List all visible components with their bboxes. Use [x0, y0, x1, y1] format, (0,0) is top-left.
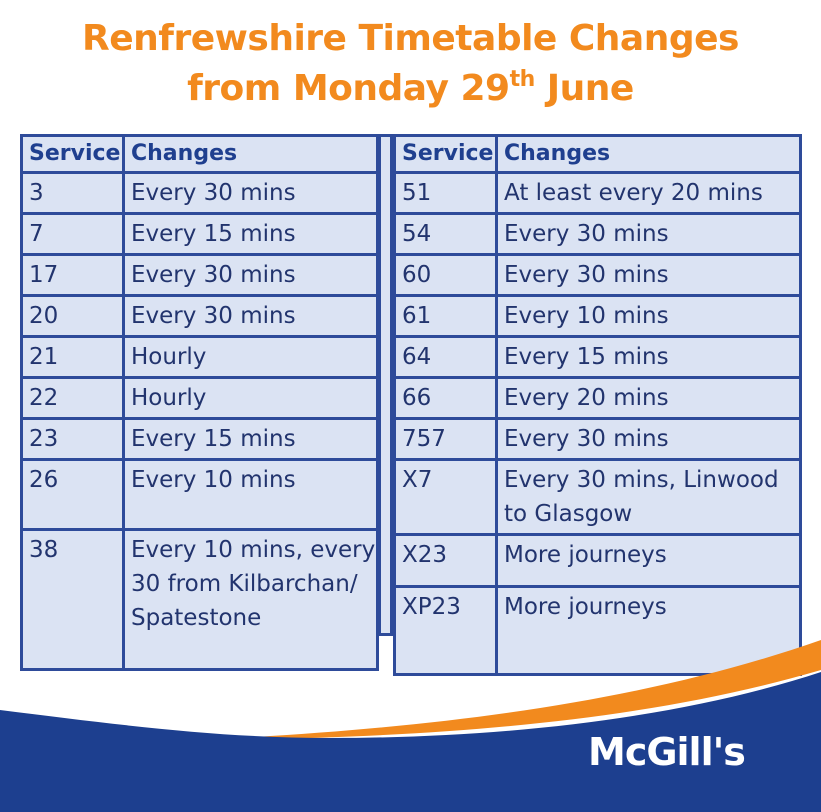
service-number: 17: [20, 253, 125, 297]
title-line-2-month: June: [534, 68, 635, 109]
title-line-2-main: from Monday 29: [187, 68, 510, 109]
service-change: Every 15 mins: [495, 335, 802, 379]
service-change: Every 10 mins: [122, 458, 379, 531]
table-row: 3 Every 30 mins: [20, 171, 379, 215]
timetable-right: Service Changes 51 At least every 20 mins…: [393, 134, 802, 676]
service-number: 64: [393, 335, 498, 379]
service-change: Every 30 mins: [122, 171, 379, 215]
service-number: 20: [20, 294, 125, 338]
orange-swoosh: [200, 640, 821, 740]
service-number: 23: [20, 417, 125, 461]
service-change: More journeys: [495, 533, 802, 588]
table-row: X23 More journeys: [393, 533, 802, 588]
service-change: Every 30 mins: [495, 212, 802, 256]
table-row: 21 Hourly: [20, 335, 379, 379]
service-number: 7: [20, 212, 125, 256]
table-row: 60 Every 30 mins: [393, 253, 802, 297]
table-header-row: Service Changes: [393, 134, 802, 174]
table-row: 51 At least every 20 mins: [393, 171, 802, 215]
service-number: 66: [393, 376, 498, 420]
service-change: More journeys: [495, 585, 802, 676]
service-change: Every 10 mins, every 30 from Kilbarchan/…: [122, 528, 379, 671]
table-divider: [378, 134, 393, 636]
service-number: 61: [393, 294, 498, 338]
table-row: 26 Every 10 mins: [20, 458, 379, 531]
table-header-row: Service Changes: [20, 134, 379, 174]
table-row: 66 Every 20 mins: [393, 376, 802, 420]
service-change: At least every 20 mins: [495, 171, 802, 215]
mcgills-logo: McGill's: [588, 730, 746, 774]
service-change: Every 30 mins, Linwood to Glasgow: [495, 458, 802, 536]
service-change: Every 10 mins: [495, 294, 802, 338]
table-row: 23 Every 15 mins: [20, 417, 379, 461]
table-row: 7 Every 15 mins: [20, 212, 379, 256]
table-row: 61 Every 10 mins: [393, 294, 802, 338]
page-title: Renfrewshire Timetable Changes from Mond…: [0, 14, 821, 114]
title-line-1: Renfrewshire Timetable Changes: [82, 18, 739, 59]
service-number: 51: [393, 171, 498, 215]
service-header: Service: [20, 134, 125, 174]
title-line-2: from Monday 29th June: [0, 64, 821, 114]
service-number: XP23: [393, 585, 498, 676]
service-change: Every 20 mins: [495, 376, 802, 420]
service-number: 21: [20, 335, 125, 379]
service-change: Every 30 mins: [495, 417, 802, 461]
changes-header: Changes: [122, 134, 379, 174]
table-row: 38 Every 10 mins, every 30 from Kilbarcha…: [20, 528, 379, 671]
service-change: Every 30 mins: [122, 294, 379, 338]
logo-text: McGill's: [588, 730, 746, 774]
table-row: 22 Hourly: [20, 376, 379, 420]
swoosh-banner: [0, 640, 821, 812]
service-number: 26: [20, 458, 125, 531]
service-change: Every 15 mins: [122, 212, 379, 256]
service-number: X7: [393, 458, 498, 536]
service-change: Hourly: [122, 376, 379, 420]
table-row: 17 Every 30 mins: [20, 253, 379, 297]
service-number: 757: [393, 417, 498, 461]
table-row: X7 Every 30 mins, Linwood to Glasgow: [393, 458, 802, 536]
table-row: 64 Every 15 mins: [393, 335, 802, 379]
service-change: Every 30 mins: [122, 253, 379, 297]
service-change: Every 15 mins: [122, 417, 379, 461]
blue-swoosh: [0, 672, 821, 812]
service-number: 54: [393, 212, 498, 256]
changes-header: Changes: [495, 134, 802, 174]
service-header: Service: [393, 134, 498, 174]
service-change: Every 30 mins: [495, 253, 802, 297]
table-row: 757 Every 30 mins: [393, 417, 802, 461]
service-number: 3: [20, 171, 125, 215]
service-change: Hourly: [122, 335, 379, 379]
timetable-left: Service Changes 3 Every 30 mins 7 Every 15 …: [20, 134, 379, 671]
table-row: XP23 More journeys: [393, 585, 802, 676]
table-row: 54 Every 30 mins: [393, 212, 802, 256]
service-number: X23: [393, 533, 498, 588]
service-number: 38: [20, 528, 125, 671]
service-number: 60: [393, 253, 498, 297]
title-ordinal-suffix: th: [509, 67, 536, 92]
table-row: 20 Every 30 mins: [20, 294, 379, 338]
service-number: 22: [20, 376, 125, 420]
